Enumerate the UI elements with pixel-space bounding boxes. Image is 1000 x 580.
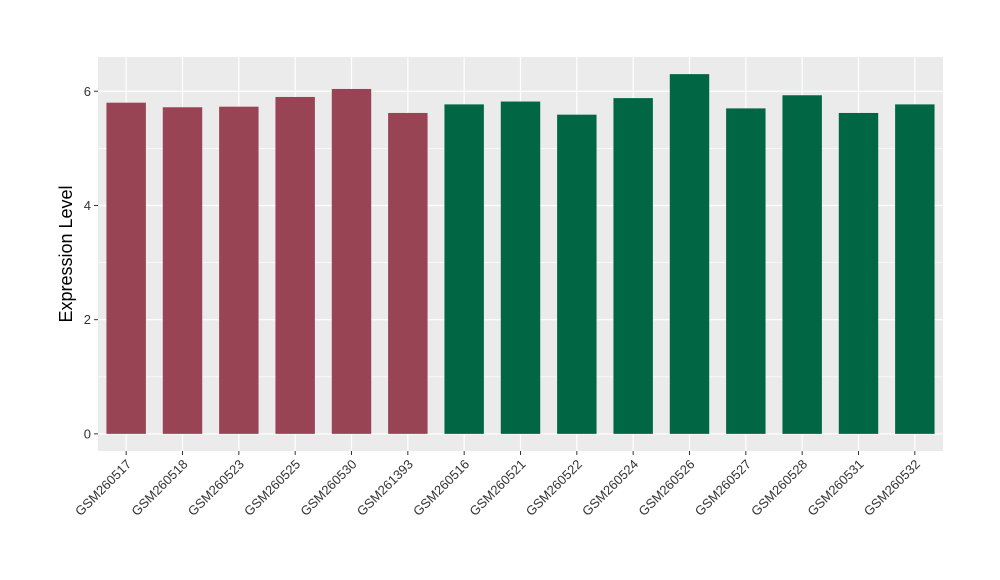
x-tick-label: GSM260518 (128, 457, 190, 519)
bar-GSM260516 (444, 104, 484, 434)
x-tick-label: GSM260528 (748, 457, 810, 519)
bar-GSM260532 (895, 104, 935, 434)
x-tick-label: GSM260517 (72, 457, 134, 519)
bar-GSM260527 (726, 108, 766, 434)
y-tick-label: 4 (84, 198, 91, 213)
x-tick-label: GSM260532 (861, 457, 923, 519)
bar-GSM261393 (388, 112, 428, 434)
x-tick-label: GSM260527 (692, 457, 754, 519)
bar-GSM260517 (106, 102, 146, 434)
y-tick-label: 6 (84, 84, 91, 99)
x-tick-label: GSM260522 (523, 457, 585, 519)
x-tick-label: GSM260523 (185, 457, 247, 519)
bar-GSM260526 (669, 74, 710, 434)
bar-GSM260521 (500, 101, 541, 434)
bar-GSM260518 (162, 107, 203, 434)
bar-GSM260531 (838, 112, 879, 434)
bar-GSM260522 (557, 114, 597, 434)
bars (106, 74, 935, 434)
x-tick-label: GSM261393 (354, 457, 416, 519)
x-tick-label: GSM260516 (410, 457, 472, 519)
bar-GSM260525 (275, 96, 315, 434)
y-axis: 0 2 4 6 (84, 84, 98, 441)
y-tick-label: 2 (84, 312, 91, 327)
bar-GSM260528 (782, 95, 822, 434)
x-tick-label: GSM260530 (297, 457, 359, 519)
y-tick-label: 0 (84, 426, 91, 441)
x-tick-label: GSM260525 (241, 457, 303, 519)
x-axis: GSM260517GSM260518GSM260523GSM260525GSM2… (72, 451, 923, 519)
x-tick-label: GSM260526 (635, 457, 697, 519)
y-axis-title: Expression Level (56, 185, 76, 322)
x-tick-label: GSM260531 (804, 457, 866, 519)
x-tick-label: GSM260521 (466, 457, 528, 519)
bar-GSM260523 (219, 106, 259, 434)
bar-GSM260524 (613, 98, 653, 434)
x-tick-label: GSM260524 (579, 457, 641, 519)
bar-GSM260530 (331, 88, 372, 434)
